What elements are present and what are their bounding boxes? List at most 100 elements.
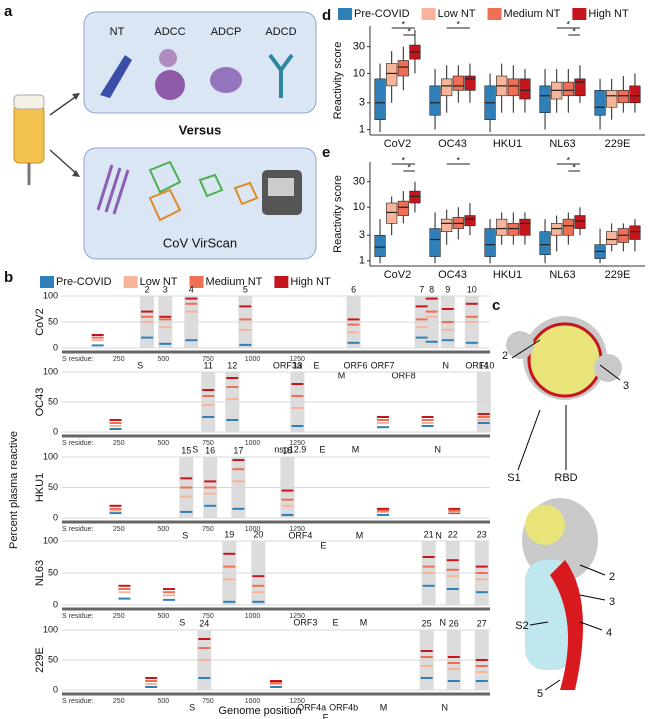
gene-label: N <box>441 702 448 712</box>
significance-label: * <box>402 155 406 165</box>
residue-tick: 750 <box>202 440 214 447</box>
residue-tick: 1250 <box>289 356 305 363</box>
legend-swatch <box>123 276 138 288</box>
peak-label: 25 <box>422 618 432 628</box>
callout <box>544 679 561 691</box>
residue-label: S residue: <box>62 698 94 705</box>
residue-tick: 250 <box>113 526 125 533</box>
box <box>441 218 453 232</box>
structure <box>594 354 622 382</box>
x-tick-label: 229E <box>605 269 631 281</box>
residue-tick: 1000 <box>245 440 261 447</box>
x-tick-label: CoV2 <box>384 269 412 281</box>
assay-box <box>83 11 317 114</box>
gene-label: S <box>189 702 195 712</box>
panel-c: 2 3 S1 RBD S2 2 3 4 5 <box>502 316 629 700</box>
legend-swatch <box>274 276 289 288</box>
box <box>464 215 476 227</box>
track-label: OC43 <box>34 388 46 417</box>
peak-label: 6 <box>351 284 356 294</box>
versus-label: Versus <box>179 122 222 137</box>
residue-tick: 1000 <box>245 698 261 705</box>
residue-tick: 500 <box>157 526 169 533</box>
arrow <box>49 149 79 176</box>
box <box>409 190 421 204</box>
significance-label: * <box>572 26 576 36</box>
y-tick-label: 3 <box>359 97 365 109</box>
gene-label: M <box>380 702 388 712</box>
box <box>629 225 641 240</box>
peak-label: 15 <box>181 445 191 455</box>
box <box>574 215 586 229</box>
box <box>374 78 386 120</box>
y-tick-label: 100 <box>43 624 58 634</box>
peak-label: 24 <box>199 618 209 628</box>
nt-icon <box>100 55 132 98</box>
residue-tick: 1000 <box>245 356 261 363</box>
y-tick-label: 10 <box>353 67 365 79</box>
y-tick-label: 1 <box>359 255 365 267</box>
peak-label: 27 <box>477 618 487 628</box>
residue-tick: 250 <box>113 613 125 620</box>
structure-label: S1 <box>507 472 520 484</box>
gene-label: M <box>352 444 360 454</box>
legend-label: Pre-COVID <box>354 8 410 20</box>
structure-label: 2 <box>609 571 615 583</box>
structure-label: 2 <box>502 350 508 362</box>
callout <box>579 594 606 601</box>
residue-tick: 250 <box>113 440 125 447</box>
y-tick-label: 50 <box>48 482 58 492</box>
phage-icon <box>198 173 224 198</box>
residue-tick: 1250 <box>289 440 305 447</box>
x-tick-label: HKU1 <box>493 138 522 150</box>
y-tick-label: 1 <box>359 123 365 135</box>
panel-label: b <box>4 269 13 286</box>
box <box>464 75 476 91</box>
residue-tick: 500 <box>157 613 169 620</box>
structure <box>506 331 534 359</box>
box <box>507 78 519 97</box>
structure-epitope <box>550 560 583 690</box>
adcd-icon <box>268 53 294 98</box>
box <box>519 218 531 236</box>
peak-label: 13 <box>292 360 302 370</box>
gene-label: S <box>179 617 185 627</box>
box <box>617 90 629 104</box>
adcc-icon <box>159 49 177 67</box>
track-label: 229E <box>34 647 46 673</box>
y-tick-label: 100 <box>43 366 58 376</box>
legend-swatch <box>421 8 436 20</box>
box <box>484 228 496 257</box>
residue-tick: 1250 <box>289 526 305 533</box>
residue-tick: 1000 <box>245 613 261 620</box>
plasma-bag <box>13 104 45 164</box>
sequencer-screen <box>268 178 294 196</box>
y-axis-title: Reactivity score <box>332 175 344 253</box>
gene-label: ORF3a <box>273 360 302 370</box>
residue-tick: 750 <box>202 613 214 620</box>
gene-label: N <box>434 444 441 454</box>
legend-label: High NT <box>588 8 629 20</box>
y-tick-label: 50 <box>48 316 58 326</box>
residue-tick: 1250 <box>289 698 305 705</box>
peak-label: 21 <box>424 529 434 539</box>
peak-label: 11 <box>204 360 213 370</box>
gene-label: ORF10 <box>465 360 494 370</box>
gene-label: S <box>192 444 198 454</box>
peak-label: 5 <box>243 284 248 294</box>
panel-label: d <box>322 7 331 24</box>
box <box>507 223 519 236</box>
legend-swatch <box>338 8 352 20</box>
gene-label: N <box>439 617 446 627</box>
structure-rbd <box>527 322 603 398</box>
panel-a: NT ADCC ADCP ADCD Versus CoV VirScan <box>13 11 317 260</box>
peak-label: 16 <box>205 445 215 455</box>
panel-label: c <box>492 297 500 314</box>
gene-label: ORF4 <box>288 530 312 540</box>
legend-label: Medium NT <box>206 276 263 288</box>
gene-label: N <box>435 530 442 540</box>
box <box>397 200 409 216</box>
gene-label: M <box>338 370 346 380</box>
residue-tick: 500 <box>157 698 169 705</box>
box <box>562 81 574 97</box>
